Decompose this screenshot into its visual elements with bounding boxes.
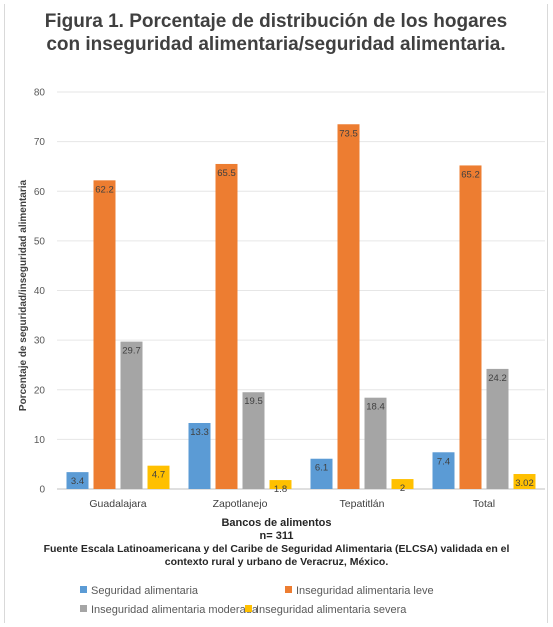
y-tick-label: 50 [34,236,46,247]
data-label: 65.5 [217,168,236,179]
chart-title: Figura 1. Porcentaje de distribución de … [44,11,508,55]
bar [432,452,455,489]
chart-frame [4,4,548,623]
data-label: 7.4 [437,456,450,467]
bar [66,472,89,489]
y-tick-label: 70 [34,137,46,148]
legend-item: Inseguridad alimentaria severa [245,604,406,617]
bar [188,422,211,489]
y-tick-label: 40 [34,286,46,297]
source-note: Fuente Escala Latinoamericana y del Cari… [43,543,510,568]
legend-label: Seguridad alimentaria [91,585,199,597]
data-label: 18.4 [366,402,385,413]
legend-swatch [245,605,252,612]
data-label: 13.3 [190,427,209,438]
x-tick-label: Guadalajara [89,498,146,510]
bar [242,392,265,489]
bar [364,397,387,489]
data-label: 2 [400,483,405,494]
bar [486,368,509,489]
bar [310,458,333,489]
data-label: 6.1 [315,463,328,474]
bar [147,465,170,489]
x-tick-label: Zapotlanejo [213,498,268,510]
x-tick-label: Tepatitlán [340,498,385,510]
x-axis-title: Bancos de alimentos [221,517,332,529]
x-tick-label: Total [473,498,495,510]
data-label: 24.2 [488,373,507,384]
data-label: 1.8 [274,484,287,495]
y-tick-label: 20 [34,385,46,396]
legend-item: Seguridad alimentaria [80,585,198,598]
data-label: 73.5 [339,128,358,139]
bar [337,124,360,489]
sample-size-label: n= 311 [259,530,294,542]
bar [513,474,536,489]
y-tick-label: 80 [34,88,46,99]
y-axis-title: Porcentaje de seguridad/inseguridad alim… [18,179,29,411]
y-tick-label: 10 [34,435,46,446]
legend-swatch [80,586,87,593]
legend-label: Inseguridad alimentaria severa [256,604,407,616]
bar [459,165,482,489]
data-label: 3.4 [71,476,84,487]
bar [120,341,143,489]
legend-item: Inseguridad alimentaria leve [285,585,434,598]
data-label: 4.7 [152,470,165,481]
bar [391,479,414,489]
bar [215,163,238,490]
data-label: 19.5 [244,396,263,407]
data-label: 29.7 [122,346,141,357]
legend-label: Inseguridad alimentaria moderada [91,604,258,616]
legend-label: Inseguridad alimentaria leve [296,585,434,597]
y-tick-label: 0 [39,485,45,496]
bar [269,480,292,489]
legend-swatch [285,586,292,593]
data-label: 62.2 [95,184,114,195]
legend-item: Inseguridad alimentaria moderada [80,604,258,617]
y-tick-label: 60 [34,187,46,198]
y-tick-label: 30 [34,336,46,347]
legend-swatch [80,605,87,612]
bar [93,180,116,489]
data-label: 3.02 [515,478,534,489]
data-label: 65.2 [461,169,480,180]
